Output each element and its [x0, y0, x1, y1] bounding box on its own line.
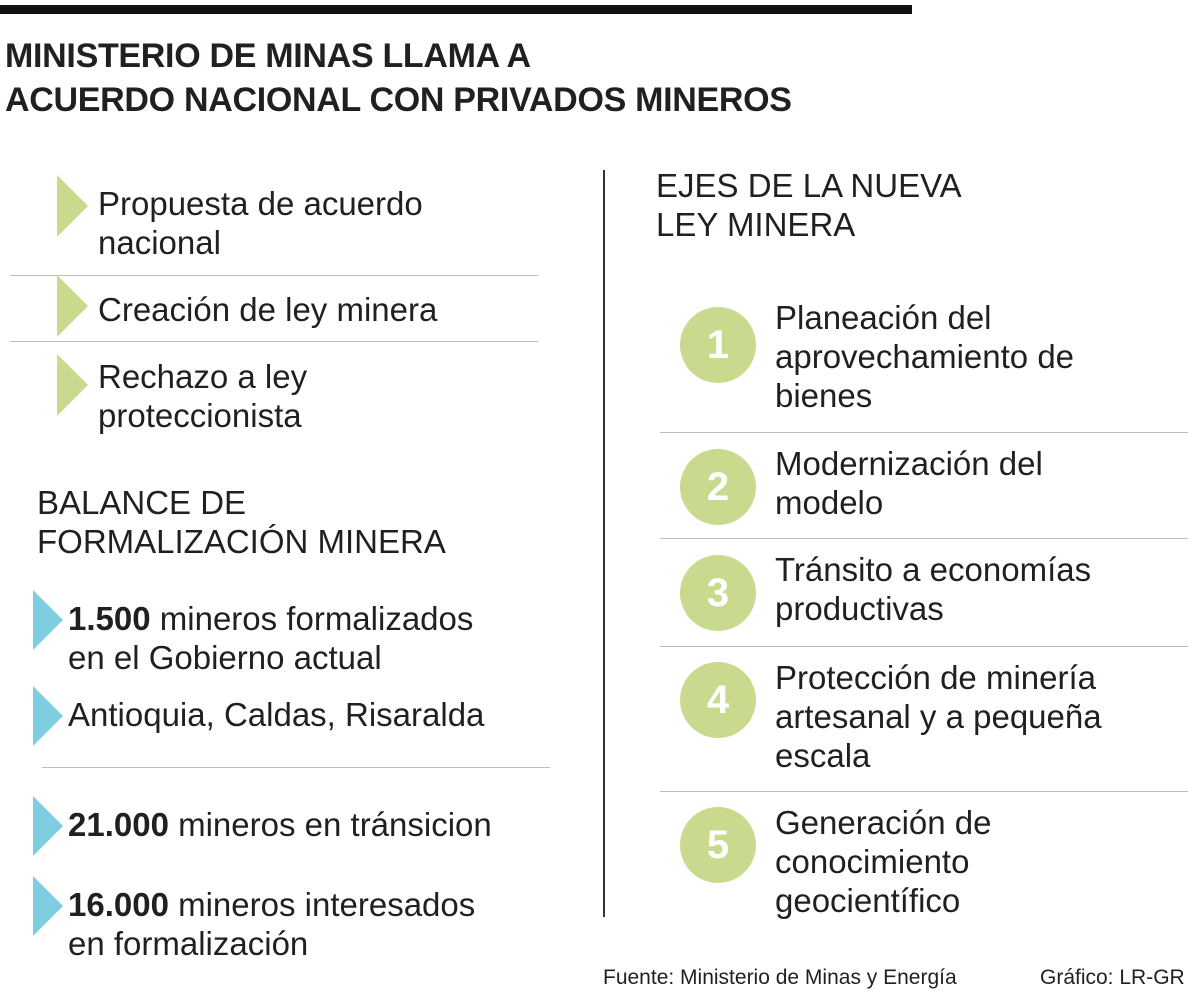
- credit: Gráfico: LR-GR: [1040, 966, 1185, 989]
- text-line: escala: [775, 737, 871, 774]
- axis-item: Planeación del aprovechamiento de bienes: [775, 298, 1074, 415]
- text-line: 16.000 mineros interesados: [68, 885, 475, 924]
- balance-item: 21.000 mineros en tránsicion: [68, 805, 492, 844]
- separator: [10, 275, 538, 276]
- section-heading: BALANCE DE FORMALIZACIÓN MINERA: [37, 483, 446, 561]
- number-badge: 5: [680, 807, 756, 883]
- text-line: Antioquia, Caldas, Risaralda: [68, 696, 485, 733]
- section-heading: EJES DE LA NUEVA LEY MINERA: [656, 166, 962, 244]
- separator: [10, 341, 538, 342]
- text-line: proteccionista: [98, 397, 302, 434]
- text-line: artesanal y a pequeña: [775, 698, 1102, 735]
- text-line: geocientífico: [775, 882, 961, 919]
- title-line: ACUERDO NACIONAL CON PRIVADOS MINEROS: [5, 81, 792, 119]
- arrow-icon: [57, 275, 88, 337]
- proposal: Rechazo a ley proteccionista: [98, 357, 307, 435]
- title-line: MINISTERIO DE MINAS LLAMA A: [5, 37, 531, 75]
- separator: [660, 432, 1188, 433]
- separator: [660, 646, 1188, 647]
- number-badge: 2: [680, 449, 756, 525]
- arrow-icon: [33, 590, 63, 650]
- text: mineros interesados: [178, 886, 476, 923]
- heading-line: LEY MINERA: [656, 206, 856, 243]
- text-line: Planeación del: [775, 299, 992, 336]
- text-line: Protección de minería: [775, 659, 1096, 696]
- axis-item: Tránsito a economías productivas: [775, 550, 1091, 628]
- text-line: bienes: [775, 377, 873, 414]
- text-line: en formalización: [68, 925, 309, 962]
- text-line: nacional: [98, 224, 221, 261]
- text-line: Propuesta de acuerdo: [98, 185, 423, 222]
- number-badge: 4: [680, 662, 756, 738]
- text-line: Tránsito a economías: [775, 551, 1092, 588]
- arrow-icon: [57, 354, 88, 416]
- text-line: Rechazo a ley: [98, 358, 308, 395]
- text-line: productivas: [775, 590, 944, 627]
- text: mineros en tránsicion: [178, 806, 492, 843]
- text-line: Creación de ley minera: [98, 291, 438, 328]
- number-badge: 3: [680, 555, 756, 631]
- title: MINISTERIO DE MINAS LLAMA A ACUERDO NACIO…: [5, 34, 792, 122]
- top-rule: [0, 5, 912, 14]
- heading-line: FORMALIZACIÓN MINERA: [37, 523, 446, 560]
- arrow-icon: [57, 175, 88, 237]
- separator: [660, 791, 1188, 792]
- arrow-icon: [33, 686, 63, 746]
- proposal: Propuesta de acuerdo nacional: [98, 184, 423, 262]
- text-line: Modernización del: [775, 445, 1043, 482]
- text-line: conocimiento: [775, 843, 970, 880]
- balance-item: 1.500 mineros formalizados en el Gobierno…: [68, 599, 473, 677]
- text-line: modelo: [775, 484, 884, 521]
- heading-line: BALANCE DE: [37, 484, 247, 521]
- text-line: aprovechamiento de: [775, 338, 1075, 375]
- number-badge: 1: [680, 307, 756, 383]
- text-line: Generación de: [775, 804, 992, 841]
- figure: 21.000: [68, 806, 169, 843]
- figure: 16.000: [68, 886, 169, 923]
- source: Fuente: Ministerio de Minas y Energía: [603, 966, 957, 989]
- balance-item: 16.000 mineros interesados en formalizaci…: [68, 885, 475, 963]
- separator: [660, 538, 1188, 539]
- column-divider: [603, 170, 605, 917]
- axis-item: Protección de minería artesanal y a peque…: [775, 658, 1102, 775]
- axis-item: Generación de conocimiento geocientífico: [775, 803, 991, 920]
- axis-item: Modernización del modelo: [775, 444, 1043, 522]
- text-line: en el Gobierno actual: [68, 639, 382, 676]
- arrow-icon: [33, 876, 63, 936]
- heading-line: EJES DE LA NUEVA: [656, 167, 962, 204]
- figure: 1.500: [68, 600, 151, 637]
- arrow-icon: [33, 796, 63, 856]
- proposal: Creación de ley minera: [98, 290, 437, 329]
- text-line: 1.500 mineros formalizados: [68, 599, 473, 638]
- separator: [42, 767, 550, 768]
- text: mineros formalizados: [159, 600, 474, 637]
- text-line: 21.000 mineros en tránsicion: [68, 805, 492, 844]
- balance-item: Antioquia, Caldas, Risaralda: [68, 695, 484, 734]
